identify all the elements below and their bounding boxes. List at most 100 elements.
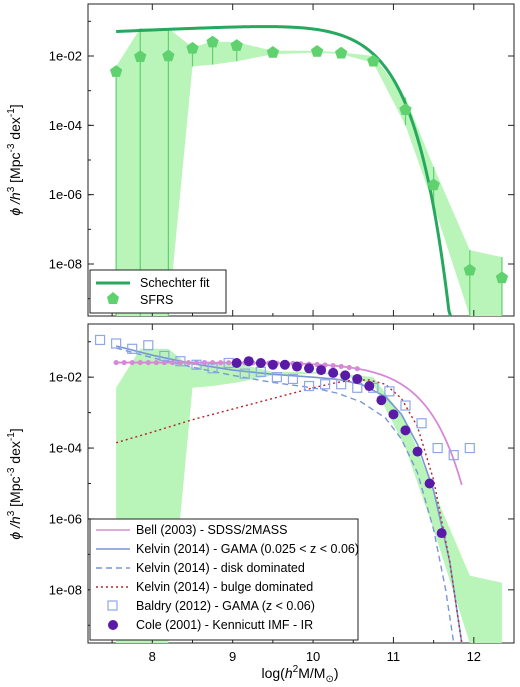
bell-point <box>129 359 135 366</box>
baldry-point <box>191 359 202 370</box>
baldry-point <box>159 350 170 361</box>
sfrs-point <box>495 271 509 284</box>
bell-point <box>354 366 360 372</box>
legend-baldry-marker <box>107 600 118 611</box>
baldry-point <box>432 442 443 454</box>
bell-point <box>209 360 216 366</box>
sfrs-point <box>230 39 243 51</box>
bell-point <box>330 363 336 369</box>
x-tick-label: 12 <box>467 649 481 664</box>
top-lines-group <box>116 25 452 317</box>
sfrs-point <box>186 41 199 54</box>
y-tick-label: 1e-08 <box>49 582 82 597</box>
baldry-point <box>239 368 250 379</box>
sfrs-point <box>335 46 348 59</box>
cole-point <box>243 356 254 367</box>
cole-point <box>255 357 266 368</box>
x-axis-label-text: log(h2M/M⊙) <box>262 664 339 685</box>
baldry-point <box>111 338 122 349</box>
baldry-point <box>303 380 315 392</box>
cole-point <box>400 425 411 436</box>
bell-point <box>193 360 200 366</box>
x-tick-label: 10 <box>306 649 320 664</box>
legend-bulge-label: Kelvin (2014) - bulge dominated <box>136 580 313 594</box>
bell-point <box>153 359 159 366</box>
x-tick-label: 9 <box>229 649 236 664</box>
bell-point <box>161 359 167 366</box>
bottom-legend: Bell (2003) - SDSS/2MASS Kelvin (2014) -… <box>89 518 359 641</box>
baldry-point <box>320 379 331 390</box>
cole-point <box>424 478 435 489</box>
bell-point <box>218 360 224 366</box>
cole-point <box>376 395 387 406</box>
cole-point <box>340 370 351 381</box>
baldry-point <box>416 418 427 429</box>
sfrs-point <box>427 178 440 191</box>
top-ticks-group: 1e-02 1e-04 1e-06 1e-08 <box>49 4 514 316</box>
sfrs-point <box>206 35 219 48</box>
cole-point <box>436 528 447 539</box>
bell-point <box>145 359 151 366</box>
cole-point <box>364 381 375 392</box>
legend-sfrs-label: SFRS <box>140 293 173 307</box>
bottom-legend-box <box>89 518 359 641</box>
bell-point <box>338 363 344 370</box>
bell-point <box>177 359 184 366</box>
legend-bell-label: Bell (2003) - SDSS/2MASS <box>136 523 287 537</box>
baldry-point <box>143 340 154 351</box>
sfrs-point <box>463 263 476 276</box>
bell-point <box>113 359 119 366</box>
sfrs-point <box>367 54 380 67</box>
y-tick-label: 1e-04 <box>49 441 82 456</box>
sfrs-point <box>134 50 147 62</box>
bottom-markers-group <box>94 334 475 539</box>
legend-sfrs-marker <box>107 292 119 304</box>
y-tick-label: 1e-06 <box>49 511 82 526</box>
sfrs-point <box>266 46 280 58</box>
legend-cole-marker <box>108 620 118 630</box>
bell-point <box>314 361 320 368</box>
y-tick-label: 1e-08 <box>49 257 82 272</box>
schechter-fit-line <box>116 25 452 317</box>
y-tick-label: 1e-04 <box>49 118 82 133</box>
kelvin-disk-line <box>115 347 455 644</box>
cole-point <box>231 357 242 368</box>
bell-point <box>226 360 232 366</box>
legend-baldry-label: Baldry (2012) - GAMA (z < 0.06) <box>136 599 315 613</box>
x-tick-label: 8 <box>149 649 156 664</box>
baldry-point <box>175 356 186 367</box>
sfrs-point <box>399 103 412 115</box>
baldry-point <box>384 386 395 397</box>
cole-point <box>279 359 290 370</box>
baldry-point <box>207 363 218 374</box>
baldry-point <box>127 343 138 354</box>
baldry-point <box>448 450 459 461</box>
sfrs-point <box>310 44 324 57</box>
y-tick-label: 1e-06 <box>49 187 82 202</box>
top-markers-group <box>109 35 509 284</box>
cole-point <box>328 367 339 378</box>
y-tick-label: 1e-02 <box>49 49 82 64</box>
baldry-point <box>287 373 299 385</box>
x-tick-label: 11 <box>387 649 401 664</box>
legend-kelvin-label: Kelvin (2014) - GAMA (0.025 < z < 0.06) <box>136 542 359 556</box>
baldry-point <box>271 372 282 383</box>
top-panel: 1e-02 1e-04 1e-06 1e-08 Schechter fit SFRS <box>49 3 515 317</box>
sfrs-point <box>162 49 175 62</box>
cole-point <box>316 365 327 376</box>
y-axis-label-bottom-group: ϕ /h3 [Mpc-3 dex-1] <box>6 428 23 539</box>
cole-point <box>291 361 302 372</box>
sfrs-point <box>109 65 123 77</box>
bell-point <box>121 359 127 366</box>
top-legend: Schechter fit SFRS <box>89 269 227 314</box>
top-legend-box <box>89 269 227 314</box>
bell-point <box>169 359 175 366</box>
y-axis-label-top: ϕ /h3 [Mpc-3 dex-1] <box>6 104 23 215</box>
legend-schechter-label: Schechter fit <box>140 276 210 290</box>
baldry-point <box>94 334 106 346</box>
x-axis-label: log(h2M/M⊙) <box>262 664 339 685</box>
bell-point <box>346 364 352 371</box>
bottom-panel: 8 9 10 11 12 1e-02 1e-04 1e-06 1e-08 Bell (2003)… <box>49 323 515 664</box>
bell-point <box>137 359 143 366</box>
baldry-point <box>464 442 475 454</box>
